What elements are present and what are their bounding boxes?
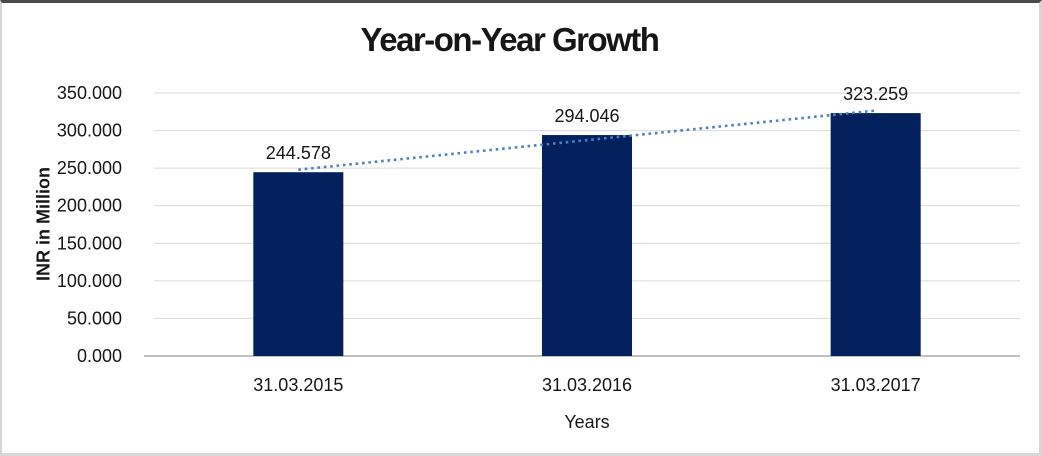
y-tick-label: 200.000	[57, 196, 122, 216]
y-tick-label: 100.000	[57, 271, 122, 291]
plot-area: 244.578 294.046 323.259 0.000 50.000 100.000 1…	[57, 83, 1020, 395]
x-tick-label: 31.03.2015	[253, 375, 343, 395]
y-tick-label: 250.000	[57, 158, 122, 178]
x-tick-label: 31.03.2016	[542, 375, 632, 395]
bar-value-label: 323.259	[843, 84, 908, 104]
y-tick-label: 150.000	[57, 233, 122, 253]
bar	[253, 172, 344, 356]
y-tick-label: 300.000	[57, 121, 122, 141]
trendline	[298, 109, 876, 171]
y-tick-label: 350.000	[57, 83, 122, 103]
y-tick-label: 0.000	[77, 346, 122, 366]
x-axis-title: Years	[564, 412, 610, 432]
chart-title: Year-on-Year Growth	[360, 21, 660, 58]
bar	[542, 135, 632, 356]
bar-value-label: 244.578	[266, 143, 331, 163]
y-tick-label: 50.000	[67, 308, 122, 328]
x-tick-label: 31.03.2017	[831, 375, 921, 395]
bar-value-label: 294.046	[554, 106, 619, 126]
bar	[830, 113, 921, 356]
